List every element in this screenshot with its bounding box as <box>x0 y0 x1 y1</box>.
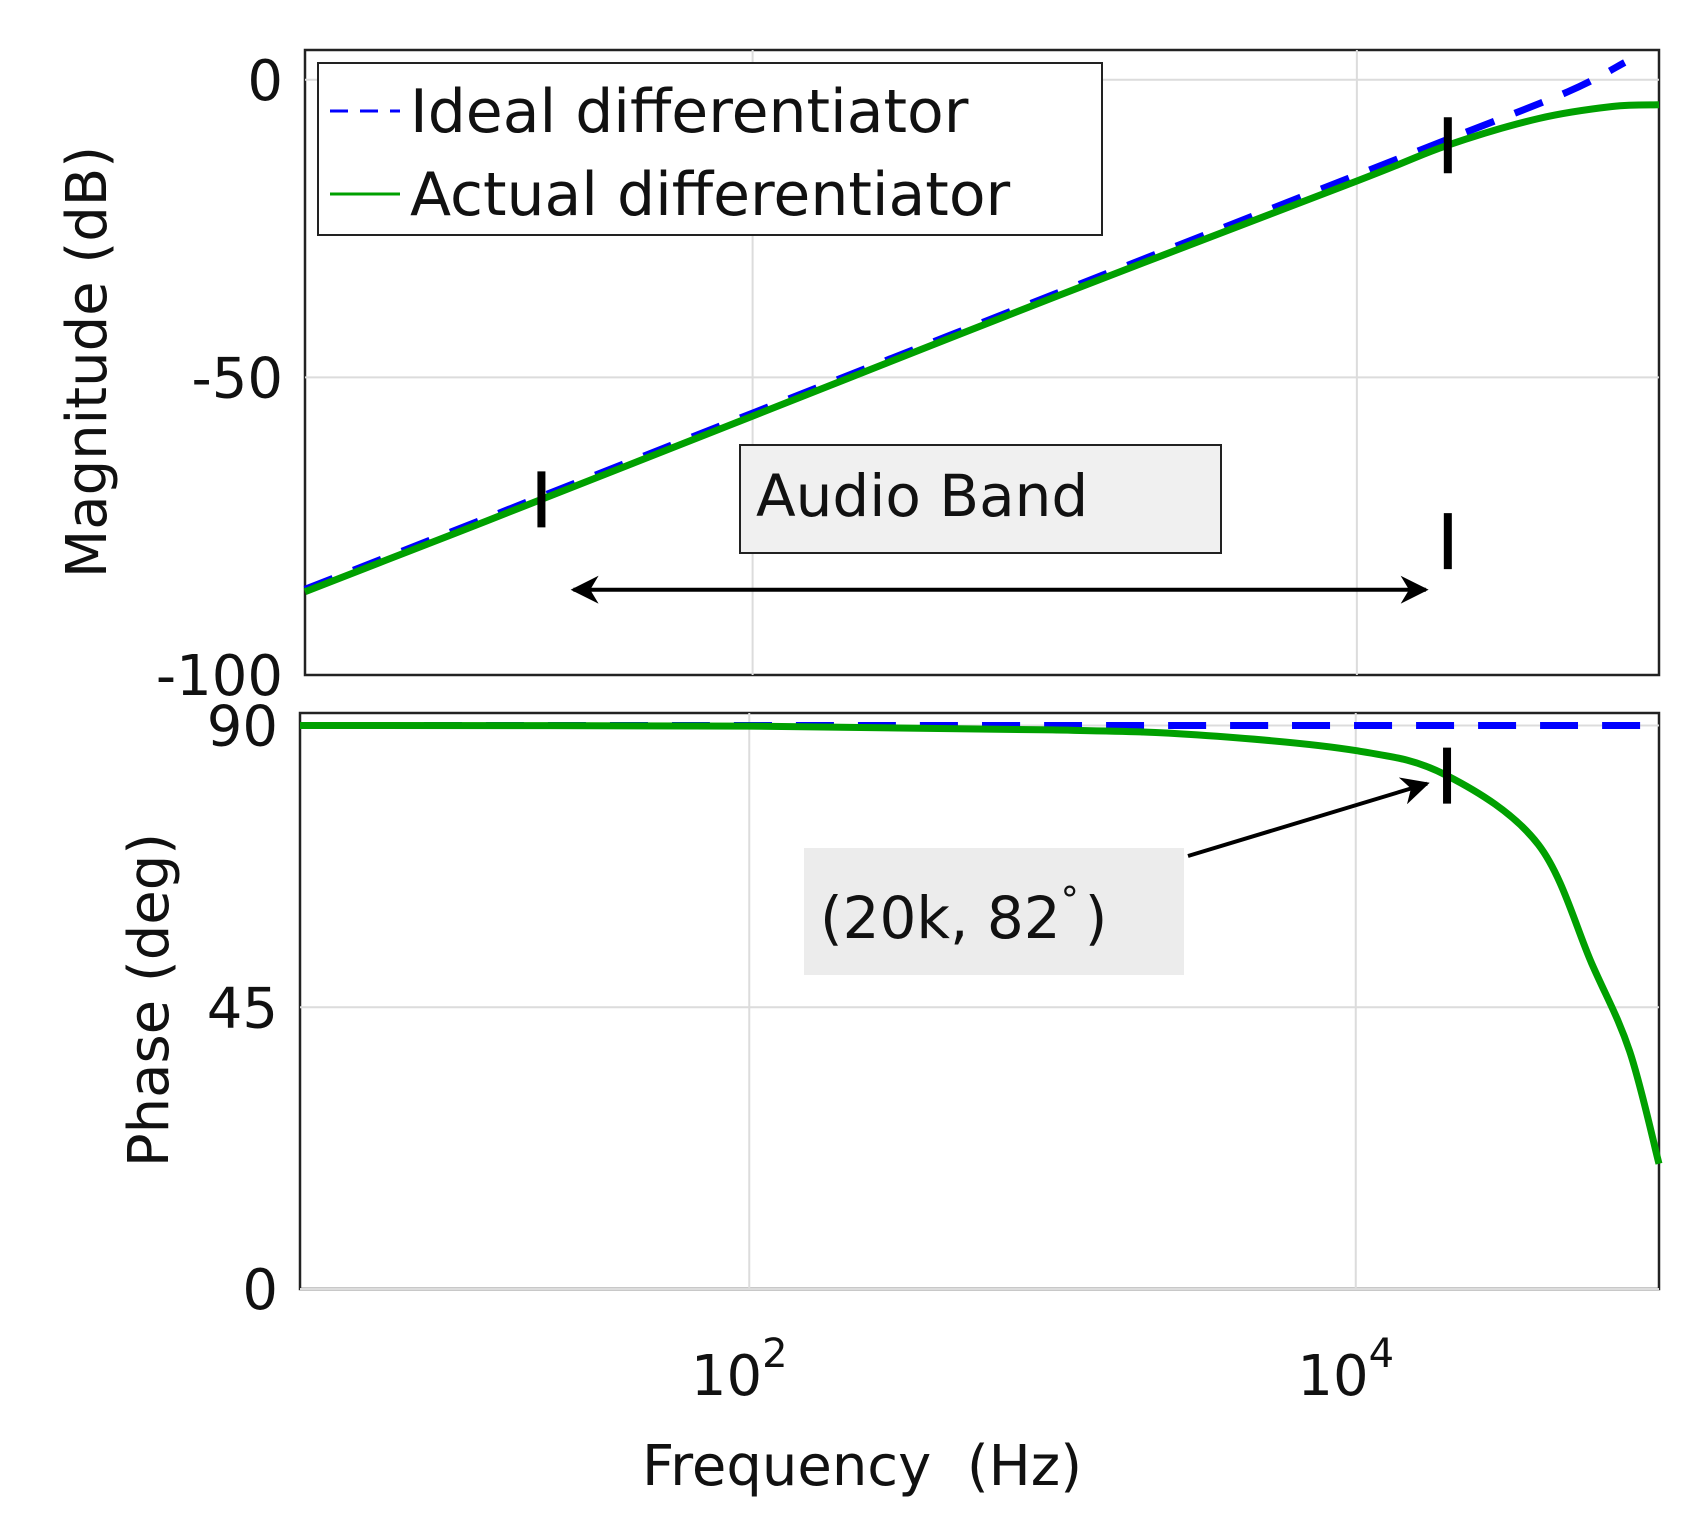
audio-band-label-box <box>739 444 1222 554</box>
phase-annotation-degree: ° <box>1061 880 1079 921</box>
actual-magnitude-line <box>303 101 1660 595</box>
actual-phase-line <box>299 722 1663 1165</box>
legend-box <box>317 62 1103 236</box>
phase-annotation-close: ) <box>1085 884 1108 952</box>
phase-point-annotation: (20k, 82°) <box>804 747 1452 975</box>
phase-annotation-arrow <box>1187 777 1430 858</box>
magnitude-panel: 0 -50 -100 Magnitude (dB) Ideal differenti… <box>55 48 1661 709</box>
legend: Ideal differentiator Actual differentiat… <box>317 62 1103 236</box>
audio-band-label: Audio Band <box>756 462 1088 530</box>
magnitude-ytick-label: 0 <box>247 49 283 114</box>
phase-x-ticks: 102 104 <box>691 1331 1394 1409</box>
phase-series <box>299 721 1663 1165</box>
x-axis-label: Frequency (Hz) <box>642 1434 1082 1499</box>
phase-ytick-label: 0 <box>242 1258 278 1323</box>
phase-annotation-box <box>804 848 1184 975</box>
magnitude-ylabel: Magnitude (dB) <box>55 146 120 578</box>
x-tick-label: 102 <box>691 1331 788 1409</box>
phase-y-ticks: 90 45 0 <box>207 695 278 1323</box>
legend-ideal-label: Ideal differentiator <box>410 77 969 147</box>
phase-ylabel: Phase (deg) <box>117 833 182 1167</box>
magnitude-series <box>303 59 1660 595</box>
x-tick-label: 104 <box>1297 1331 1394 1409</box>
phase-annotation-text: (20k, 82 <box>820 884 1061 952</box>
phase-axes-box <box>298 711 1661 1291</box>
magnitude-ytick-label: -100 <box>156 644 283 709</box>
magnitude-ytick-label: -50 <box>192 346 283 411</box>
phase-ytick-label: 90 <box>207 695 278 760</box>
magnitude-y-ticks: 0 -50 -100 <box>156 49 283 709</box>
phase-annotation-label: (20k, 82°) <box>820 880 1107 952</box>
phase-ytick-label: 45 <box>207 976 278 1041</box>
audio-band-annotation: Audio Band <box>537 117 1452 604</box>
legend-actual-label: Actual differentiator <box>410 160 1011 230</box>
